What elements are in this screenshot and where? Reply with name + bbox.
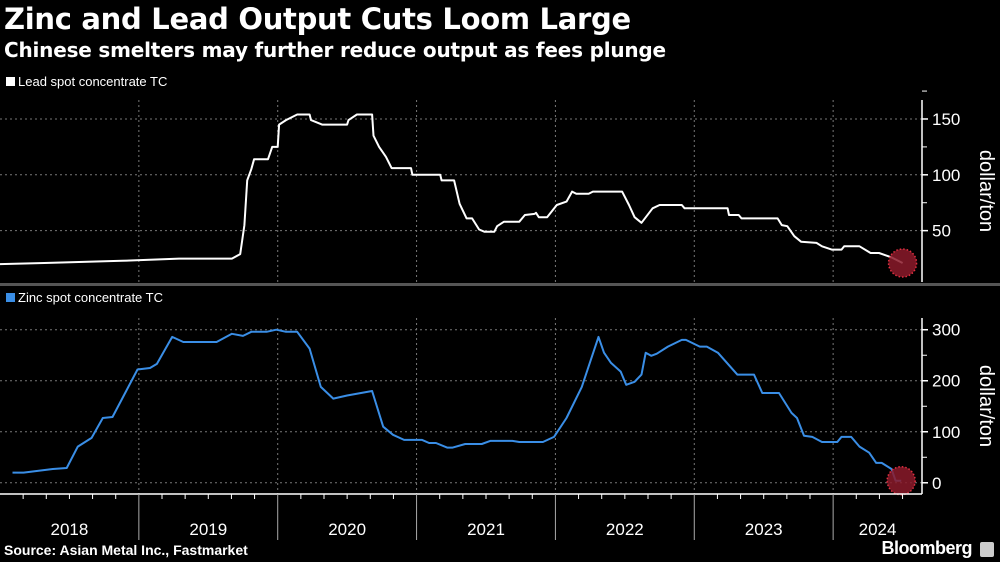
series-line-zinc xyxy=(12,328,902,482)
x-tick-label: 2021 xyxy=(467,520,505,539)
bloomberg-logo: Bloomberg xyxy=(881,538,972,558)
x-tick-label: 2022 xyxy=(606,520,644,539)
legend-label-lead: Lead spot concentrate TC xyxy=(18,74,167,89)
x-tick-label: 2019 xyxy=(189,520,227,539)
source-note: Source: Asian Metal Inc., Fastmarket xyxy=(4,542,248,558)
legend-swatch-lead xyxy=(6,77,15,86)
y-tick-label: 50 xyxy=(932,222,951,241)
y-axis-label: dollar/ton xyxy=(975,150,997,232)
series-line-lead xyxy=(0,113,904,266)
x-tick-label: 2018 xyxy=(51,520,89,539)
y-tick-label: 150 xyxy=(932,110,960,129)
y-tick-label: 300 xyxy=(932,321,960,340)
x-tick-label: 2020 xyxy=(328,520,366,539)
x-tick-label: 2024 xyxy=(859,520,897,539)
y-axis-label: dollar/ton xyxy=(975,365,997,447)
y-tick-label: 100 xyxy=(932,423,960,442)
highlight-marker-lead xyxy=(887,248,918,278)
y-tick-label: 200 xyxy=(932,372,960,391)
legend-swatch-zinc xyxy=(6,293,15,302)
legend-label-zinc: Zinc spot concentrate TC xyxy=(18,290,163,305)
bloomberg-chart-icon xyxy=(980,542,994,557)
chart-subtitle: Chinese smelters may further reduce outp… xyxy=(4,38,666,62)
highlight-marker-zinc xyxy=(886,465,916,496)
chart-title: Zinc and Lead Output Cuts Loom Large xyxy=(4,2,631,36)
y-tick-label: 100 xyxy=(932,166,960,185)
panel-divider xyxy=(0,283,1000,286)
y-tick-label: 0 xyxy=(932,474,941,493)
x-tick-label: 2023 xyxy=(745,520,783,539)
